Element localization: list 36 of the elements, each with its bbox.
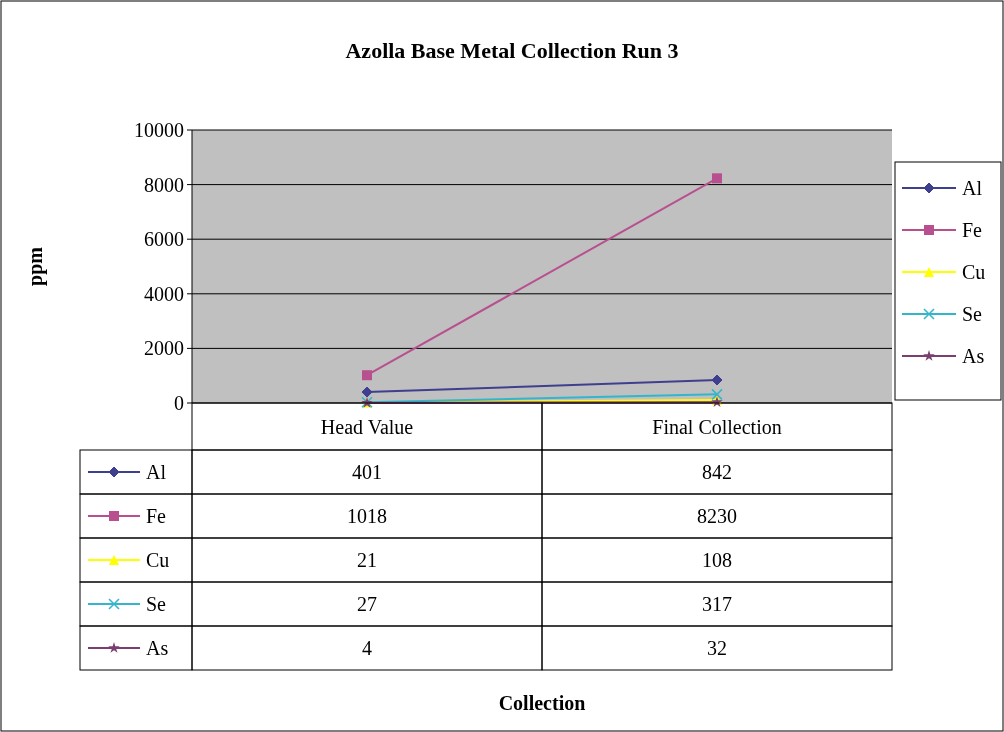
- data-label: 27: [357, 593, 377, 615]
- text: Collection: [498, 692, 586, 714]
- legend-label: Cu: [146, 549, 170, 571]
- point: [711, 374, 723, 386]
- data-label: 108: [702, 549, 732, 571]
- y-tick-label: 4000: [144, 282, 184, 305]
- text: Fe: [962, 219, 982, 241]
- x-tick-label: Final Collection: [652, 415, 782, 438]
- point: [711, 388, 723, 401]
- point: [712, 173, 722, 184]
- y-tick-label: 6000: [144, 228, 184, 251]
- legend-label: Al: [146, 461, 167, 483]
- data-label: 32: [707, 637, 727, 659]
- text: Al: [962, 177, 982, 199]
- y-tick-label: 10000: [134, 119, 184, 141]
- y-tick-label: 2000: [144, 337, 184, 360]
- data-label: 8230: [697, 505, 737, 527]
- data-label: 842: [702, 461, 732, 483]
- data-label: 21: [357, 549, 377, 571]
- text: As: [146, 637, 169, 659]
- data-label: 4: [362, 637, 372, 659]
- text: Se: [146, 593, 166, 615]
- x-tick-label: Head Value: [320, 415, 414, 438]
- data-label: 401: [352, 461, 382, 483]
- data-label: 317: [702, 593, 732, 615]
- y-tick-label: 8000: [144, 173, 184, 196]
- data-label: 1018: [347, 505, 387, 527]
- text: Cu: [962, 261, 986, 283]
- legend-label: Fe: [146, 505, 167, 527]
- legend-label: As: [962, 345, 985, 367]
- point: [362, 370, 372, 381]
- y-axis-title: ppm: [24, 246, 47, 286]
- chart-title: Azolla Base Metal Collection Run 3: [345, 38, 679, 63]
- legend-label: Se: [962, 303, 983, 325]
- point: [361, 386, 373, 398]
- y-tick-label: 0: [174, 392, 184, 414]
